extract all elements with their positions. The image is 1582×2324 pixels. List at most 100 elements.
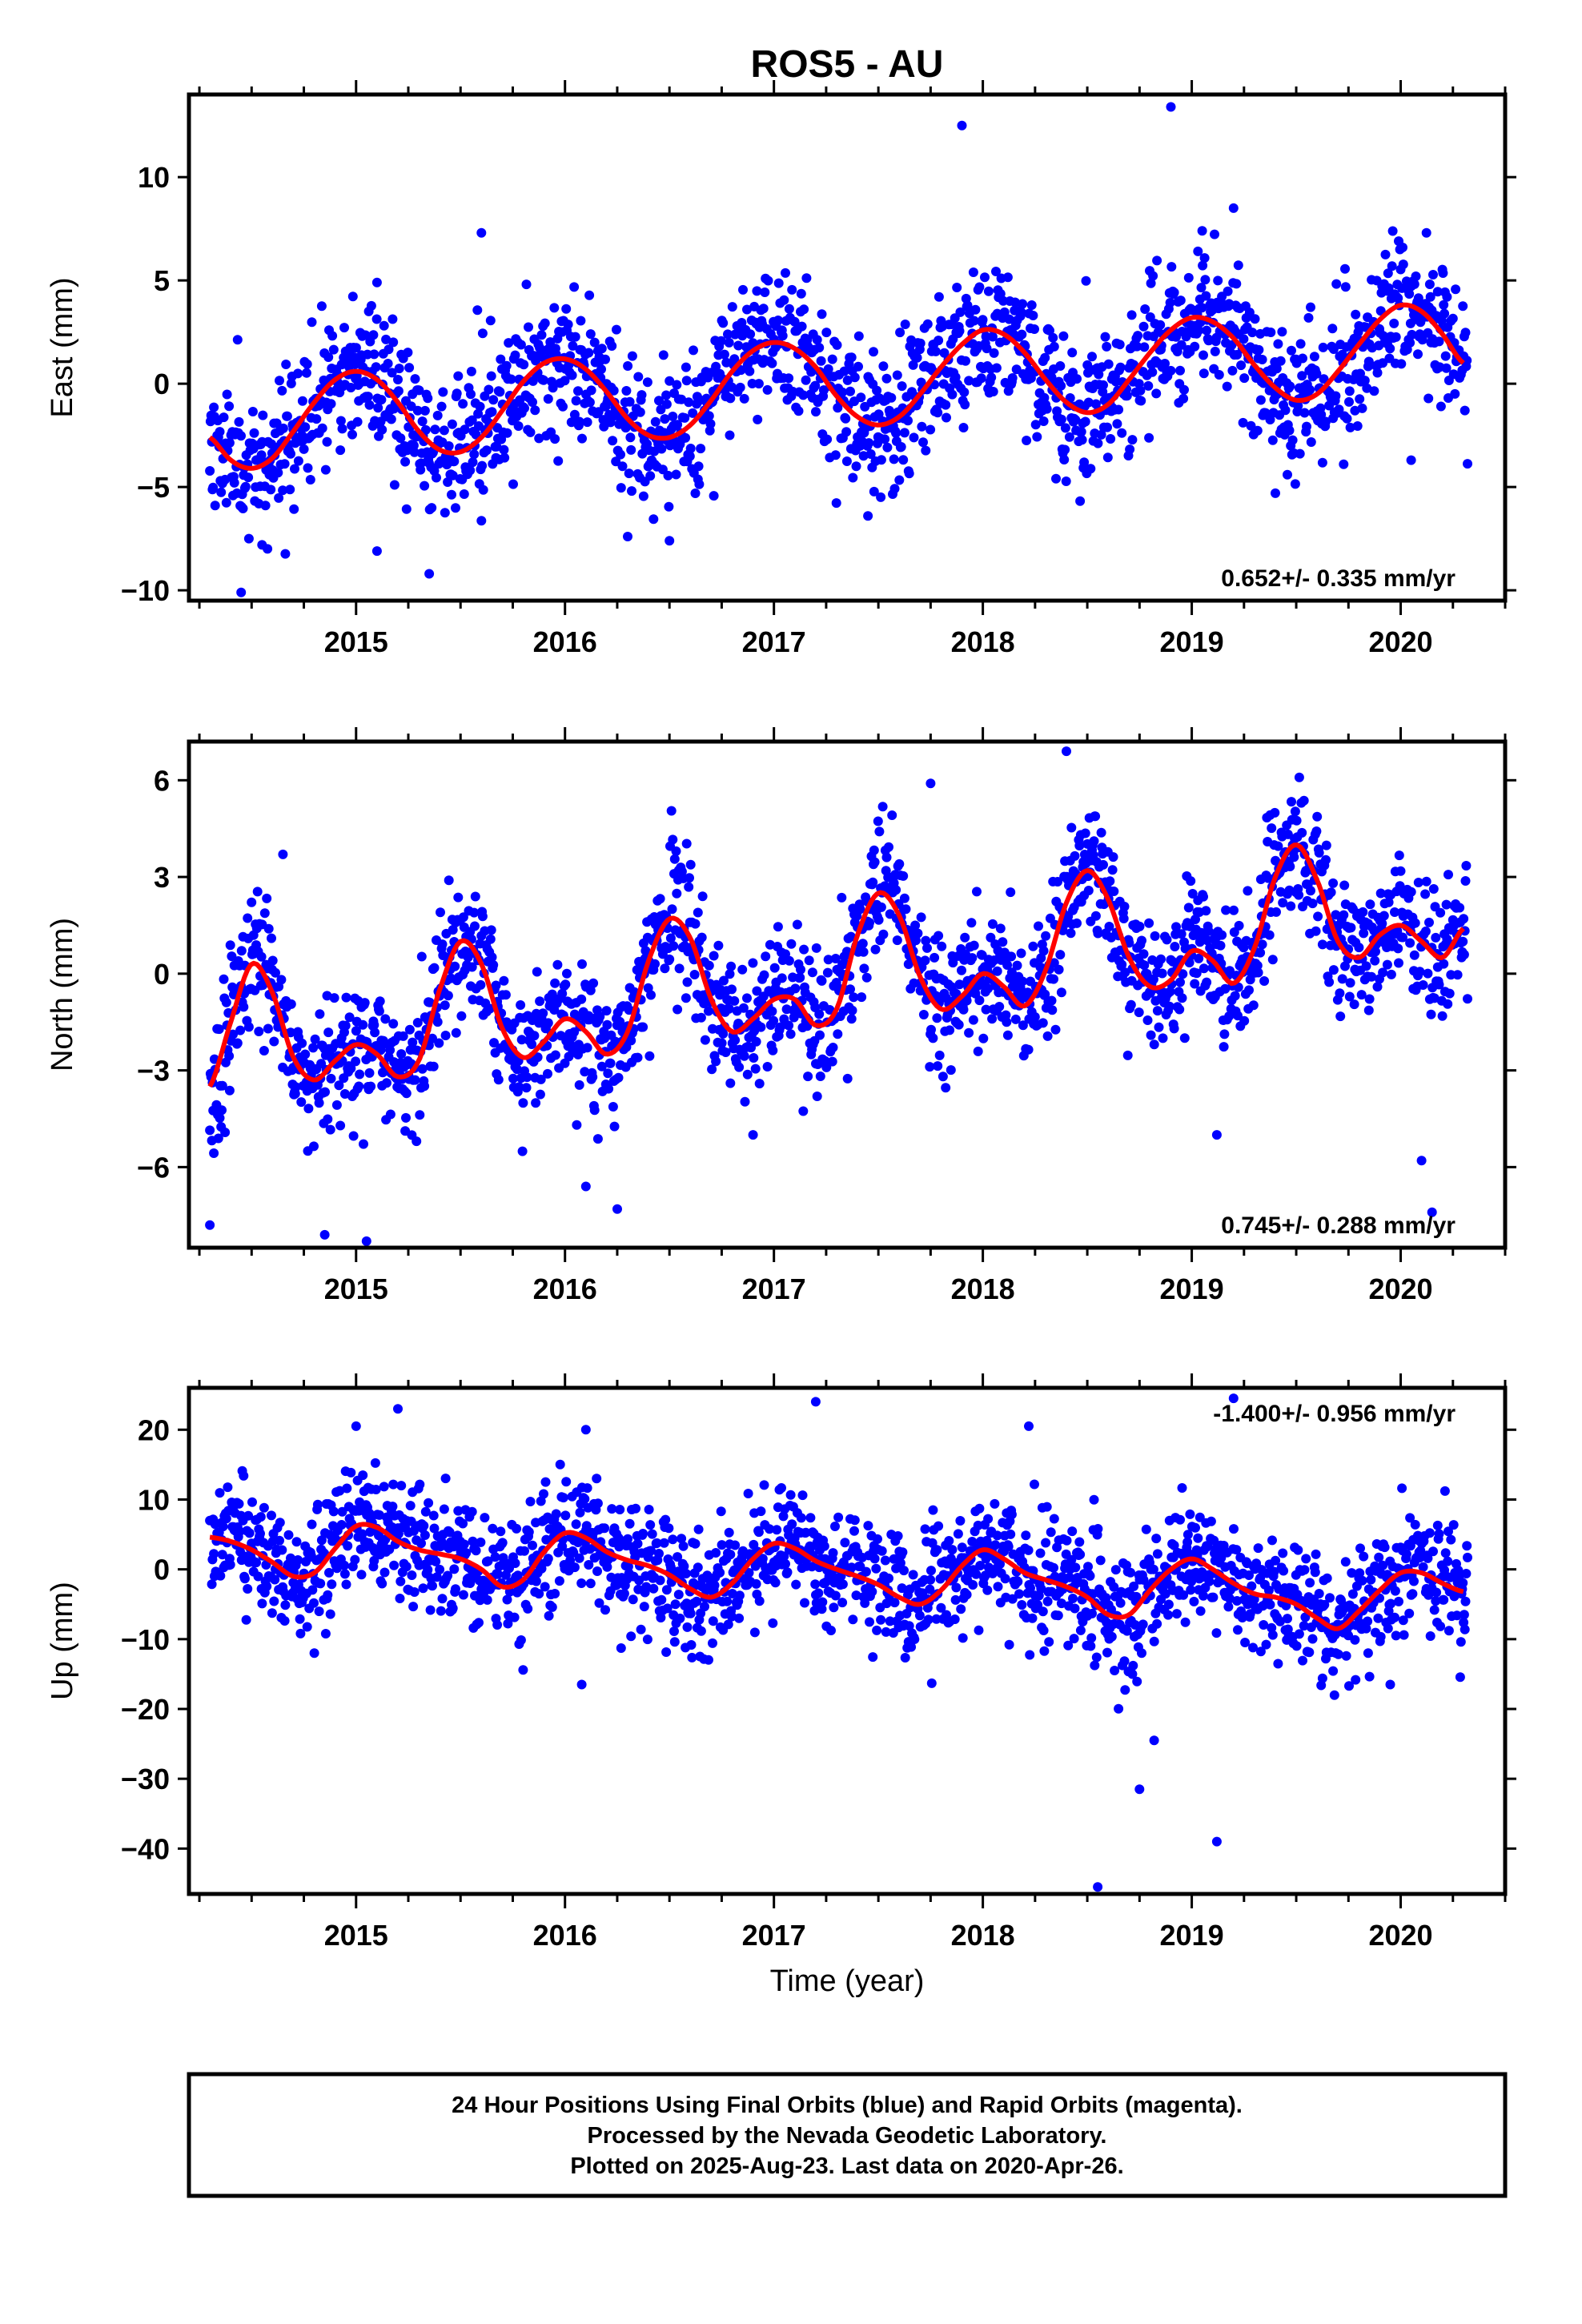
north-point xyxy=(286,999,296,1009)
north-point xyxy=(1297,827,1307,838)
north-point xyxy=(1421,876,1431,887)
east-point xyxy=(947,389,958,400)
up-point xyxy=(520,1546,529,1556)
up-point xyxy=(871,1563,881,1574)
east-point xyxy=(566,417,576,428)
east-point xyxy=(438,387,448,397)
up-point xyxy=(534,1589,544,1599)
north-point xyxy=(1002,960,1013,970)
up-point xyxy=(668,1534,678,1545)
east-point xyxy=(779,295,789,305)
north-point xyxy=(1321,854,1331,865)
north-point xyxy=(1139,960,1150,971)
east-point xyxy=(1143,380,1154,391)
east-point xyxy=(688,408,698,418)
east-point xyxy=(500,452,510,463)
up-point xyxy=(554,1576,564,1586)
east-point xyxy=(1190,341,1200,352)
north-point xyxy=(1291,815,1302,826)
east-point xyxy=(1090,399,1101,409)
up-point xyxy=(215,1570,226,1581)
east-y-tick-label: −10 xyxy=(121,574,170,607)
east-outlier-point xyxy=(623,532,632,541)
east-point xyxy=(305,475,315,485)
up-point xyxy=(550,1589,560,1598)
up-point xyxy=(335,1486,345,1496)
north-point xyxy=(1164,1001,1174,1011)
east-point xyxy=(1233,260,1243,271)
up-point xyxy=(717,1540,727,1550)
up-point xyxy=(749,1627,760,1638)
north-point xyxy=(946,1065,956,1076)
east-point xyxy=(1072,374,1082,384)
up-point xyxy=(993,1582,1003,1592)
east-point xyxy=(1102,452,1113,463)
north-point xyxy=(739,1051,749,1061)
east-point xyxy=(1344,396,1354,407)
up-point xyxy=(722,1596,733,1606)
east-point xyxy=(1440,351,1451,361)
up-point xyxy=(395,1594,405,1603)
up-point xyxy=(897,1583,907,1594)
up-point xyxy=(1062,1535,1072,1546)
north-point xyxy=(1424,917,1434,927)
east-point xyxy=(1305,384,1315,395)
north-point xyxy=(759,970,769,980)
east-point xyxy=(335,445,346,456)
north-point xyxy=(925,1062,935,1072)
east-point xyxy=(758,304,769,314)
east-point xyxy=(633,372,644,382)
east-point xyxy=(569,409,580,420)
up-point xyxy=(1049,1562,1058,1573)
north-point xyxy=(1041,931,1051,941)
east-point xyxy=(326,399,336,409)
north-point xyxy=(1431,932,1441,943)
east-point xyxy=(499,444,509,455)
north-point xyxy=(1370,955,1380,966)
north-point xyxy=(1271,907,1281,917)
north-y-tick-label: −3 xyxy=(137,1055,170,1088)
north-point xyxy=(1377,919,1387,929)
north-point xyxy=(1364,994,1375,1004)
up-point xyxy=(1056,1598,1066,1609)
east-point xyxy=(733,340,744,351)
north-point xyxy=(868,877,878,887)
up-point xyxy=(544,1610,554,1621)
north-point xyxy=(1307,899,1318,909)
north-point xyxy=(865,918,874,928)
east-point xyxy=(1045,325,1054,336)
north-point xyxy=(1224,1011,1235,1021)
north-point xyxy=(1383,897,1394,907)
east-point xyxy=(1125,444,1135,455)
east-point xyxy=(889,484,900,494)
up-point xyxy=(759,1480,769,1490)
east-point xyxy=(448,470,458,480)
up-point xyxy=(686,1640,697,1650)
east-point xyxy=(240,481,251,492)
north-point xyxy=(416,951,427,962)
east-point xyxy=(961,356,970,366)
north-point xyxy=(650,959,660,969)
east-point xyxy=(1151,388,1162,399)
east-point xyxy=(608,436,618,446)
north-point xyxy=(1028,941,1038,951)
north-point xyxy=(382,1078,391,1088)
north-point xyxy=(1371,947,1380,957)
north-point xyxy=(1191,915,1200,924)
north-point xyxy=(729,995,740,1006)
north-point xyxy=(214,1024,224,1035)
north-point xyxy=(532,1052,543,1063)
east-point xyxy=(513,421,524,431)
north-point xyxy=(1233,1011,1243,1021)
up-point xyxy=(936,1602,946,1613)
north-point xyxy=(469,907,480,918)
north-point xyxy=(726,961,737,971)
east-point xyxy=(373,403,383,413)
up-point xyxy=(1074,1537,1085,1547)
north-point xyxy=(1253,967,1263,978)
north-point xyxy=(719,975,729,986)
east-point xyxy=(420,480,430,491)
east-point xyxy=(543,394,553,404)
up-point xyxy=(632,1538,643,1549)
north-point xyxy=(1328,878,1339,888)
